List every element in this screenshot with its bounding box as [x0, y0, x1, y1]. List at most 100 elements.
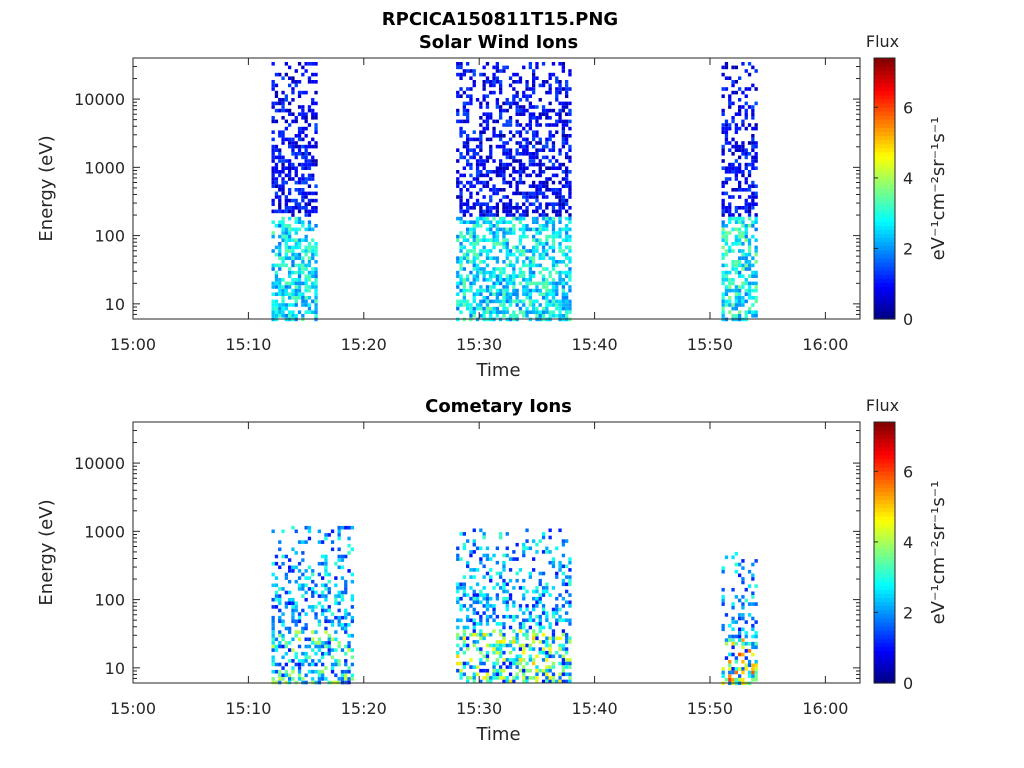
flux-cell	[535, 105, 539, 109]
flux-cell	[747, 274, 752, 278]
flux-cell	[489, 198, 493, 203]
flux-cell	[515, 299, 519, 304]
colorbar-segment	[874, 98, 895, 104]
flux-cell	[551, 636, 556, 641]
flux-cell	[728, 98, 732, 102]
flux-cell	[482, 611, 486, 615]
flux-cell	[568, 188, 572, 192]
flux-cell	[525, 539, 529, 543]
flux-cell	[535, 586, 539, 590]
flux-cell	[728, 281, 732, 286]
flux-cell	[307, 278, 312, 282]
flux-cell	[738, 303, 742, 307]
flux-cell	[728, 663, 732, 668]
flux-cell	[314, 144, 318, 149]
flux-cell	[311, 662, 315, 667]
flux-cell	[731, 303, 735, 307]
flux-cell	[525, 195, 529, 199]
flux-cell	[271, 292, 275, 296]
flux-cell	[734, 141, 738, 145]
flux-cell	[518, 625, 523, 630]
flux-cell	[754, 641, 758, 646]
flux-cell	[721, 144, 725, 149]
flux-cell	[281, 166, 285, 170]
flux-cell	[558, 564, 562, 569]
flux-cell	[475, 582, 480, 587]
flux-cell	[515, 249, 519, 253]
flux-cell	[522, 596, 526, 601]
flux-cell	[548, 108, 552, 113]
flux-cell	[479, 658, 483, 662]
flux-cell	[558, 299, 562, 304]
colorbar-segment	[874, 225, 895, 230]
flux-cell	[281, 188, 285, 192]
flux-cell	[284, 242, 288, 246]
flux-cell	[301, 105, 305, 109]
flux-cell	[291, 608, 295, 613]
flux-cell	[565, 310, 569, 314]
flux-cell	[512, 94, 516, 98]
flux-cell	[347, 644, 351, 649]
flux-cell	[568, 260, 572, 264]
flux-cell	[502, 108, 506, 113]
flux-cell	[459, 676, 463, 680]
flux-cell	[545, 227, 549, 232]
flux-cell	[502, 625, 506, 630]
flux-cell	[518, 170, 523, 174]
flux-cell	[304, 576, 308, 580]
flux-cell	[347, 641, 351, 645]
flux-cell	[535, 238, 539, 242]
flux-cell	[459, 668, 463, 673]
flux-cell	[505, 209, 509, 214]
flux-cell	[502, 101, 506, 106]
flux-cell	[502, 310, 506, 314]
flux-cell	[327, 587, 331, 591]
flux-cell	[525, 173, 529, 178]
flux-cell	[535, 245, 539, 250]
flux-cell	[751, 641, 755, 646]
flux-cell	[294, 188, 298, 192]
flux-cell	[561, 260, 565, 264]
flux-cell	[744, 148, 748, 152]
flux-cell	[512, 557, 516, 561]
flux-cell	[472, 575, 476, 579]
flux-cell	[515, 191, 519, 196]
flux-cell	[528, 152, 532, 156]
flux-cell	[561, 303, 565, 307]
flux-cell	[555, 159, 559, 163]
flux-cell	[485, 303, 490, 307]
flux-cell	[469, 69, 473, 73]
flux-cell	[271, 152, 275, 156]
flux-cell	[288, 188, 292, 192]
flux-cell	[479, 105, 483, 109]
flux-cell	[734, 667, 738, 671]
flux-cell	[475, 306, 480, 311]
flux-cell	[545, 550, 549, 554]
flux-cell	[456, 238, 460, 242]
flux-cell	[754, 238, 758, 242]
flux-cell	[541, 180, 546, 185]
flux-cell	[304, 195, 308, 199]
flux-cell	[311, 155, 315, 160]
flux-cell	[518, 249, 523, 253]
flux-cell	[284, 137, 288, 142]
flux-cell	[512, 270, 516, 275]
flux-cell	[728, 299, 732, 304]
flux-cell	[482, 668, 486, 673]
flux-cell	[568, 216, 572, 221]
flux-cell	[479, 213, 483, 217]
flux-cell	[738, 155, 742, 160]
flux-cell	[565, 134, 569, 138]
flux-cell	[456, 177, 460, 181]
flux-cell	[541, 155, 546, 160]
flux-cell	[281, 644, 285, 649]
flux-cell	[502, 285, 506, 289]
flux-cell	[485, 213, 490, 217]
flux-cell	[565, 564, 569, 569]
flux-cell	[565, 575, 569, 579]
flux-cell	[475, 647, 480, 651]
flux-cell	[525, 528, 529, 533]
flux-cell	[754, 123, 758, 127]
flux-cell	[274, 554, 279, 559]
